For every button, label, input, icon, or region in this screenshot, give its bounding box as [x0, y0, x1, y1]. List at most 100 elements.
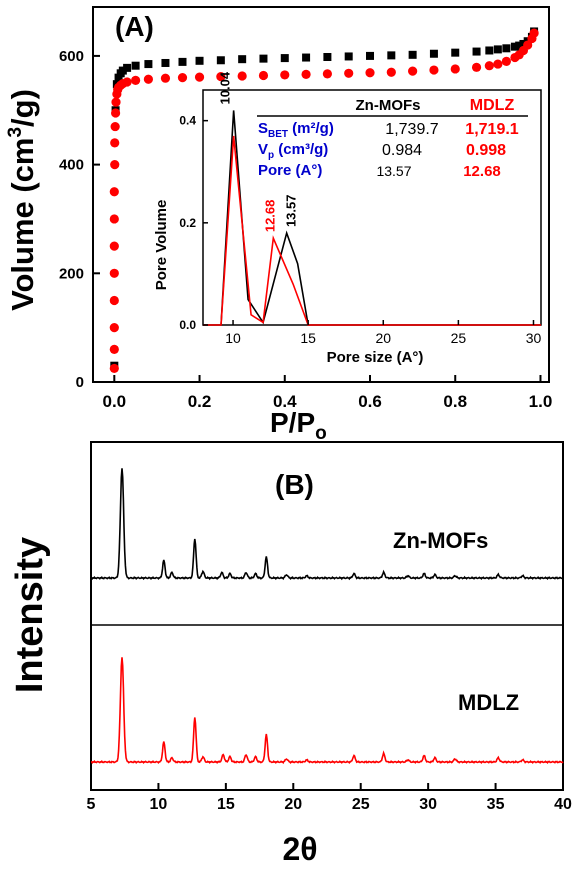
panel-b-label: (B)	[275, 469, 314, 500]
isotherm-point-square	[238, 55, 247, 64]
inset-x-tick-label: 20	[375, 330, 391, 346]
table-row-sbet-mdlz: 1,719.1	[465, 121, 518, 138]
isotherm-point-square	[123, 63, 132, 72]
isotherm-point-square	[131, 61, 140, 70]
inset-y-tick-label: 0.2	[179, 216, 196, 230]
table-row-vp-v: V	[258, 141, 268, 158]
peak-label: 13.57	[284, 194, 299, 227]
isotherm-point-circle	[408, 66, 418, 76]
isotherm-point-circle	[110, 160, 120, 170]
isotherm-point-square	[366, 51, 375, 60]
panel-a: 0.0 0.2 0.4 0.6 0.8 1.0 0 200 400 600 (A) P/Po V…	[5, 6, 552, 444]
isotherm-point-circle	[109, 268, 119, 278]
y-tick-label: 200	[59, 265, 84, 282]
table-col-mdlz: MDLZ	[470, 97, 515, 114]
panel-b-x-ticks: 5 10 15 20 25 30 35 40	[87, 783, 572, 813]
table-row-pore-label: Pore (A°)	[258, 162, 322, 179]
table-row-vp-mdlz: 0.998	[466, 142, 506, 159]
b-x-tick-label: 30	[419, 796, 437, 813]
panel-a-ylabel-sup: 3	[5, 127, 26, 138]
isotherm-point-circle	[143, 74, 154, 84]
isotherm-point-circle	[280, 70, 290, 80]
x-tick-label: 0.2	[188, 392, 212, 411]
b-x-tick-label: 5	[87, 796, 96, 813]
isotherm-point-square	[216, 56, 225, 65]
inset-ylabel: Pore Volume	[153, 200, 170, 291]
isotherm-point-square	[344, 52, 353, 61]
isotherm-point-circle	[131, 75, 141, 85]
isotherm-point-square	[485, 46, 494, 55]
panel-a-ylabel-main: Volume (cm	[5, 138, 40, 311]
isotherm-point-square	[493, 45, 502, 54]
isotherm-point-square	[502, 44, 511, 53]
isotherm-point-square	[195, 56, 204, 65]
x-tick-label: 1.0	[529, 392, 553, 411]
table-row-pore-mdlz: 12.68	[463, 163, 501, 180]
panel-a-xlabel: P/Po	[270, 407, 327, 444]
peak-label: 10.04	[218, 71, 233, 104]
panel-a-label: (A)	[115, 11, 154, 42]
inset-y-tick-label: 0.0	[179, 318, 196, 332]
table-row-sbet-zn: 1,739.7	[385, 121, 438, 138]
isotherm-point-circle	[501, 56, 511, 66]
inset-y-ticks: 0.0 0.2 0.4	[179, 114, 208, 332]
inset-xlabel: Pore size (A°)	[327, 349, 424, 366]
isotherm-point-circle	[110, 108, 121, 118]
isotherm-point-square	[429, 49, 438, 58]
panel-a-x-ticks: 0.0 0.2 0.4 0.6 0.8 1.0	[102, 375, 552, 411]
y-tick-label: 0	[76, 374, 84, 391]
isotherm-point-circle	[471, 62, 482, 72]
isotherm-point-circle	[109, 214, 119, 224]
x-tick-label: 0.6	[358, 392, 382, 411]
isotherm-point-circle	[110, 138, 120, 148]
panel-a-ylabel-tail: /g)	[5, 89, 40, 127]
panel-a-ylabel: Volume (cm3/g)	[5, 89, 40, 311]
peak-label: 12.68	[262, 200, 277, 233]
pore-series-line	[203, 135, 541, 326]
isotherm-point-circle	[493, 59, 503, 69]
isotherm-point-square	[451, 48, 460, 57]
inset-x-tick-label: 30	[526, 330, 542, 346]
panel-b-xlabel: 2θ	[282, 831, 317, 867]
isotherm-point-square	[259, 54, 268, 63]
isotherm-point-circle	[523, 40, 533, 50]
inset: 10 15 20 25 30 0.0 0.2 0.4 10.04 12.68 13.57 Por…	[153, 71, 542, 366]
isotherm-point-circle	[322, 69, 332, 79]
x-tick-label: 0.4	[273, 392, 297, 411]
isotherm-point-circle	[109, 344, 119, 354]
panel-a-xlabel-sub: o	[315, 423, 327, 444]
y-tick-label: 400	[59, 157, 84, 174]
isotherm-point-circle	[194, 72, 205, 82]
isotherm-point-circle	[110, 121, 120, 132]
table-row-pore-zn: 13.57	[376, 163, 411, 179]
isotherm-point-circle	[484, 61, 494, 71]
b-x-tick-label: 35	[487, 796, 505, 813]
table-row-vp-zn: 0.984	[382, 142, 422, 159]
inset-x-ticks: 10 15 20 25 30	[225, 320, 541, 346]
isotherm-point-circle	[109, 187, 119, 197]
inset-table: Zn-MOFs MDLZ SBET (m²/g) 1,739.7 1,719.1…	[257, 97, 528, 180]
isotherm-point-square	[144, 60, 153, 69]
table-col-zn: Zn-MOFs	[356, 97, 421, 114]
isotherm-point-circle	[301, 69, 311, 79]
isotherm-point-circle	[111, 97, 121, 107]
panel-a-frame	[92, 6, 550, 383]
isotherm-point-circle	[237, 71, 247, 81]
isotherm-point-circle	[216, 71, 226, 82]
isotherm-point-circle	[160, 73, 171, 83]
inset-x-tick-label: 10	[225, 330, 241, 346]
table-row-vp-label: Vp (cm³/g)	[258, 141, 328, 161]
isotherm-point-circle	[344, 68, 354, 78]
isotherm-point-circle	[365, 68, 375, 78]
isotherm-point-circle	[450, 64, 460, 74]
isotherm-point-circle	[109, 241, 119, 251]
isotherm-point-square	[114, 73, 123, 82]
inset-peak-labels: 10.04 12.68 13.57	[218, 71, 299, 232]
inset-x-tick-label: 15	[300, 330, 316, 346]
inset-x-tick-label: 25	[451, 330, 467, 346]
isotherm-point-circle	[109, 295, 119, 306]
x-tick-label: 0.8	[443, 392, 467, 411]
b-x-tick-label: 25	[352, 796, 370, 813]
b-x-tick-label: 40	[554, 796, 572, 813]
